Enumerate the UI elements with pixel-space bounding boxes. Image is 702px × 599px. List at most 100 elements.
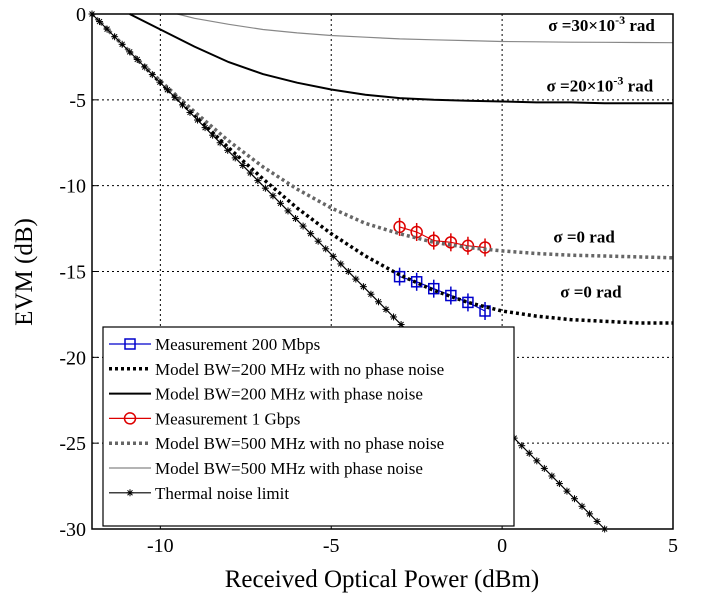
data-point-star: [224, 146, 232, 154]
y-tick-label: -15: [59, 262, 86, 284]
legend-label: Measurement 1 Gbps: [155, 409, 300, 428]
data-point-star: [246, 169, 254, 177]
sigma-annotation: σ =0 rad: [553, 227, 615, 246]
data-point-star: [284, 207, 292, 215]
legend-item: Thermal noise limit: [109, 484, 289, 503]
legend: Measurement 200 Mbps Model BW=200 MHz wit…: [102, 326, 515, 527]
data-point-star: [586, 510, 594, 518]
data-point-star: [390, 313, 398, 321]
legend-item: Model BW=500 MHz with phase noise: [109, 459, 423, 478]
data-point-star: [209, 131, 217, 139]
data-point-star: [126, 48, 134, 56]
data-point-star: [329, 252, 337, 260]
data-point-star: [578, 502, 586, 510]
data-point-star: [269, 192, 277, 200]
data-point-star: [276, 199, 284, 207]
series-line: [399, 226, 486, 249]
data-point-star: [548, 472, 556, 480]
data-point-star: [254, 177, 262, 185]
series-3: [393, 217, 492, 257]
data-point-star: [186, 108, 194, 116]
series-line: [129, 13, 673, 105]
data-point-star: [261, 184, 269, 192]
legend-label: Model BW=500 MHz with phase noise: [155, 459, 423, 478]
series-0: [393, 267, 491, 320]
data-point-star: [126, 489, 134, 497]
data-point-star: [118, 40, 126, 48]
legend-label: Measurement 200 Mbps: [155, 335, 320, 354]
legend-item: Model BW=200 MHz with phase noise: [109, 385, 423, 404]
data-point-star: [518, 442, 526, 450]
data-point-star: [397, 321, 405, 329]
data-point-star: [163, 86, 171, 94]
legend-item: Measurement 1 Gbps: [109, 409, 300, 428]
x-tick-label: 5: [668, 535, 678, 557]
data-point-star: [563, 487, 571, 495]
series-1: [90, 12, 673, 325]
y-tick-label: -30: [59, 519, 86, 541]
data-point-star: [344, 268, 352, 275]
data-point-star: [148, 71, 156, 79]
data-point-star: [593, 517, 601, 525]
series-4: [90, 12, 674, 260]
legend-marker: [123, 412, 137, 425]
legend-box: [102, 326, 515, 527]
data-point-star: [178, 101, 186, 109]
data-point-star: [299, 222, 307, 230]
y-tick-label: -25: [59, 433, 86, 455]
data-point-star: [337, 260, 345, 268]
legend-item: Measurement 200 Mbps: [109, 335, 320, 354]
y-tick-label: -5: [69, 90, 86, 112]
data-point-star: [216, 139, 224, 147]
data-point-star: [292, 214, 300, 222]
y-tick-label: -10: [59, 176, 86, 198]
annotations: σ =30×10-3 rad σ =20×10-3 rad σ =0 rad σ =0…: [547, 13, 656, 301]
data-point-star: [525, 449, 533, 457]
series-line: [90, 12, 673, 325]
legend-label: Model BW=500 MHz with no phase noise: [155, 434, 444, 453]
x-axis-label: Received Optical Power (dBm): [225, 566, 540, 593]
series-2: [129, 13, 673, 105]
data-point-star: [555, 480, 563, 488]
legend-item: Model BW=200 MHz with no phase noise: [109, 360, 444, 379]
data-point-star: [533, 457, 541, 465]
sigma-annotation: σ =20×10-3 rad: [547, 73, 654, 95]
legend-marker: [124, 338, 136, 350]
data-point-star: [194, 116, 202, 124]
legend-item: Model BW=500 MHz with no phase noise: [109, 434, 444, 453]
series-line: [177, 13, 674, 44]
data-point-star: [141, 63, 149, 71]
data-point-star: [352, 275, 360, 283]
sigma-annotation: σ =0 rad: [560, 282, 622, 301]
data-point-star: [307, 230, 315, 238]
data-point-star: [540, 464, 548, 472]
series-line: [90, 12, 674, 260]
data-point-star: [570, 495, 578, 503]
ticks: -10 -5 0 5 0 -5 -10 -15 -20 -25 -30: [59, 4, 678, 557]
data-point-star: [382, 305, 390, 313]
x-tick-label: 0: [497, 535, 507, 557]
legend-label: Thermal noise limit: [155, 484, 289, 503]
data-point-star: [374, 298, 382, 306]
y-tick-label: 0: [76, 4, 86, 26]
y-axis-label: EVM (dB): [11, 218, 38, 326]
data-point-star: [314, 237, 322, 245]
sigma-annotation: σ =30×10-3 rad: [548, 13, 655, 35]
x-tick-label: -10: [147, 535, 174, 557]
data-point-star: [111, 33, 119, 41]
legend-label: Model BW=200 MHz with phase noise: [155, 385, 423, 404]
data-point-star: [171, 93, 179, 101]
data-point-star: [201, 124, 209, 132]
x-tick-label: -5: [323, 535, 340, 557]
data-point-star: [96, 18, 104, 26]
series-5: [177, 13, 674, 44]
data-point-star: [133, 55, 141, 63]
data-point-star: [359, 283, 367, 291]
y-tick-label: -20: [59, 347, 86, 369]
data-point-star: [156, 78, 164, 86]
data-point-star: [322, 245, 330, 253]
data-point-star: [231, 154, 239, 162]
legend-label: Model BW=200 MHz with no phase noise: [155, 360, 444, 379]
data-point-star: [103, 25, 111, 33]
